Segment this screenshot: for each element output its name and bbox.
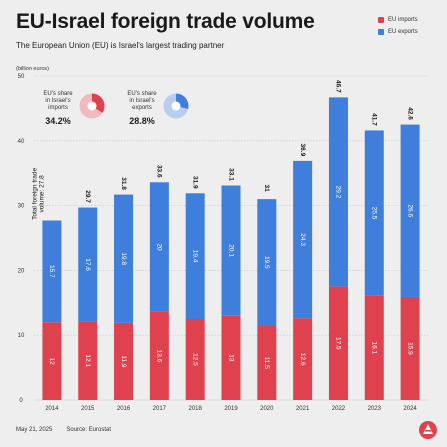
bar-imports [114, 322, 134, 400]
data-label-exports: 20 [156, 243, 163, 251]
y-tick-label: 40 [18, 139, 25, 145]
donut-value-exports: 28.8% [129, 116, 155, 126]
legend-label-imports: EU imports [388, 17, 418, 23]
y-tick-label: 10 [18, 333, 25, 339]
total-volume-annotation: Total foreign trade [32, 167, 39, 219]
donut-label-exports: exports [132, 105, 152, 111]
bar-imports [149, 311, 169, 400]
data-label-exports: 19.4 [191, 250, 198, 263]
data-label-total: 31.8 [120, 177, 127, 190]
x-tick-label: 2015 [81, 406, 95, 412]
bar-imports [78, 321, 98, 400]
y-tick-label: 20 [18, 268, 25, 274]
x-tick-label: 2022 [332, 406, 346, 412]
data-label-total: 42.6 [406, 107, 413, 120]
x-tick-label: 2016 [117, 406, 131, 412]
bar-imports [293, 318, 313, 400]
donut-hole-exports [171, 101, 181, 111]
donut-value-imports: 34.2% [45, 116, 71, 126]
x-tick-label: 2017 [153, 406, 167, 412]
bar-exports [185, 193, 205, 319]
x-tick-label: 2021 [296, 406, 310, 412]
data-label-total: 31.9 [191, 176, 198, 189]
bar-exports [400, 124, 420, 297]
y-tick-label: 30 [18, 204, 25, 210]
donut-label-imports: in Israel's [45, 98, 70, 104]
x-tick-label: 2023 [368, 406, 382, 412]
chart-title: EU-Israel foreign trade volume [16, 10, 315, 33]
data-label-imports: 16.1 [371, 342, 378, 355]
data-label-total: 29.7 [84, 190, 91, 203]
data-label-imports: 11.9 [120, 355, 127, 368]
donut-label-exports: EU's share [127, 91, 157, 97]
bar-exports [328, 97, 348, 287]
donut-hole-imports [87, 101, 97, 111]
total-volume-annotation: volume: 27.8 [39, 175, 46, 213]
y-tick-label: 50 [18, 74, 25, 80]
data-label-total: 33.1 [227, 168, 234, 181]
bar-exports [149, 182, 169, 312]
donut-label-imports: imports [48, 105, 68, 111]
data-label-imports: 12.6 [299, 353, 306, 366]
x-tick-label: 2018 [189, 406, 203, 412]
bar-imports [257, 325, 277, 400]
footer: May 21, 2025 Source: Eurostat [16, 427, 111, 433]
data-label-imports: 13.6 [156, 350, 163, 363]
legend-label-exports: EU exports [388, 29, 418, 35]
data-label-imports: 12.5 [191, 353, 198, 366]
bar-exports [257, 199, 277, 326]
y-axis-unit: (billion euros) [16, 66, 50, 72]
bar-exports [114, 194, 134, 323]
donut-label-imports: EU's share [43, 91, 73, 97]
data-label-imports: 11.5 [263, 357, 270, 370]
bar-imports [400, 296, 420, 400]
data-label-total: 41.7 [371, 113, 378, 126]
data-label-total: 36.9 [299, 144, 306, 157]
data-label-imports: 13 [227, 354, 234, 362]
data-label-imports: 12.1 [84, 354, 91, 367]
footer-source: Source: Eurostat [66, 427, 112, 433]
bar-exports [293, 160, 313, 319]
data-label-imports: 15.9 [406, 342, 413, 355]
legend: EU imports EU exports [378, 14, 418, 38]
data-label-exports: 19.8 [120, 252, 127, 265]
data-label-exports: 25.5 [371, 207, 378, 220]
data-label-total: 33.6 [156, 165, 163, 178]
data-label-exports: 19.5 [263, 256, 270, 269]
data-label-total: 31 [263, 185, 270, 193]
agency-logo-icon [418, 420, 438, 445]
bar-exports [364, 130, 384, 296]
x-tick-label: 2020 [260, 406, 274, 412]
bar-imports [364, 295, 384, 400]
data-label-exports: 17.6 [84, 258, 91, 271]
bar-imports [328, 286, 348, 400]
y-tick-label: 0 [19, 398, 23, 404]
legend-swatch-exports [378, 29, 384, 35]
bar-imports [42, 322, 62, 400]
data-label-exports: 15.7 [48, 265, 55, 278]
data-label-exports: 26.6 [406, 204, 413, 217]
legend-item-imports: EU imports [378, 14, 418, 26]
data-label-exports: 29.2 [335, 186, 342, 199]
x-tick-label: 2019 [224, 406, 238, 412]
data-label-total: 46.7 [335, 80, 342, 93]
bar-exports [78, 207, 98, 322]
donut-label-exports: in Israel's [129, 98, 154, 104]
x-tick-label: 2014 [45, 406, 59, 412]
bar-exports [42, 220, 62, 323]
bar-imports [221, 315, 241, 400]
data-label-exports: 24.3 [299, 233, 306, 246]
bar-exports [221, 185, 241, 316]
legend-item-exports: EU exports [378, 26, 418, 38]
chart-subtitle: The European Union (EU) is Israel's larg… [16, 41, 225, 50]
data-label-imports: 17.5 [335, 337, 342, 350]
data-label-imports: 12 [48, 358, 55, 366]
bar-imports [185, 319, 205, 400]
footer-date: May 21, 2025 [16, 427, 53, 433]
legend-swatch-imports [378, 17, 384, 23]
data-label-exports: 20.1 [227, 244, 234, 257]
x-tick-label: 2024 [403, 406, 417, 412]
